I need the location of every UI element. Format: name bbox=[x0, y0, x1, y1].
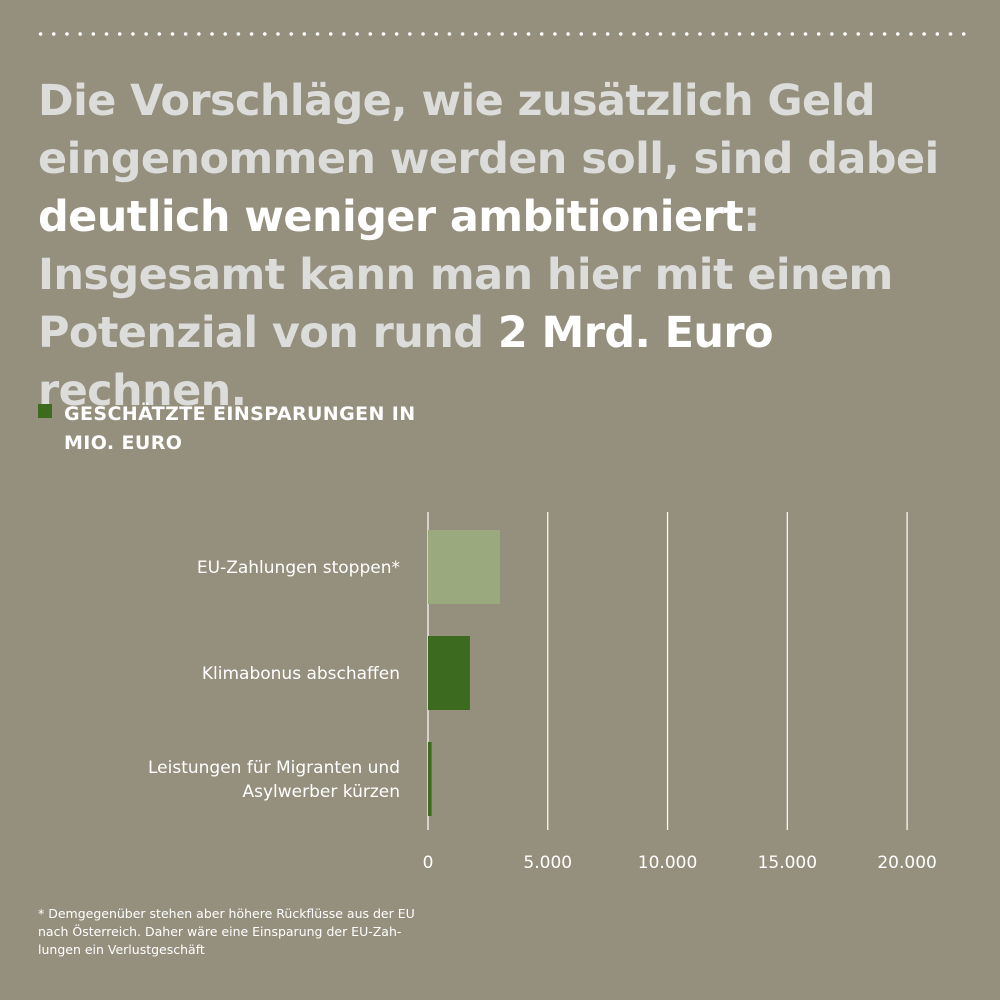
legend-label: GESCHÄTZTE EINSPARUNGEN IN MIO. EURO bbox=[64, 403, 416, 454]
x-tick-label: 15.000 bbox=[758, 853, 817, 873]
legend-swatch bbox=[38, 404, 52, 418]
headline: Die Vorschläge, wie zusätzlich Geld eing… bbox=[38, 72, 968, 420]
category-label: EU-Zahlungen stoppen* bbox=[197, 558, 400, 578]
legend: GESCHÄTZTE EINSPARUNGEN IN MIO. EURO bbox=[38, 400, 424, 458]
x-tick-label: 10.000 bbox=[638, 853, 697, 873]
headline-text: rechnen. bbox=[38, 308, 788, 416]
x-tick-label: 0 bbox=[423, 853, 434, 873]
x-tick-label: 20.000 bbox=[877, 853, 936, 873]
dotted-divider bbox=[34, 31, 974, 37]
headline-text: : Insgesamt kann man hier mit einem Pote… bbox=[38, 192, 908, 358]
bar bbox=[428, 530, 500, 604]
headline-highlight: deutlich weniger ambitioniert bbox=[38, 192, 744, 242]
category-label: Asylwerber kürzen bbox=[242, 782, 400, 802]
footnote: * Demgegenüber stehen aber höhere Rückfl… bbox=[38, 906, 415, 957]
bar bbox=[428, 636, 470, 710]
bar bbox=[428, 742, 432, 816]
category-label: Klimabonus abschaffen bbox=[202, 664, 400, 684]
headline-highlight: 2 Mrd. Euro bbox=[497, 308, 774, 358]
headline-text: Die Vorschläge, wie zusätzlich Geld eing… bbox=[38, 76, 954, 184]
category-label: Leistungen für Migranten und bbox=[148, 758, 400, 778]
x-tick-label: 5.000 bbox=[523, 853, 572, 873]
